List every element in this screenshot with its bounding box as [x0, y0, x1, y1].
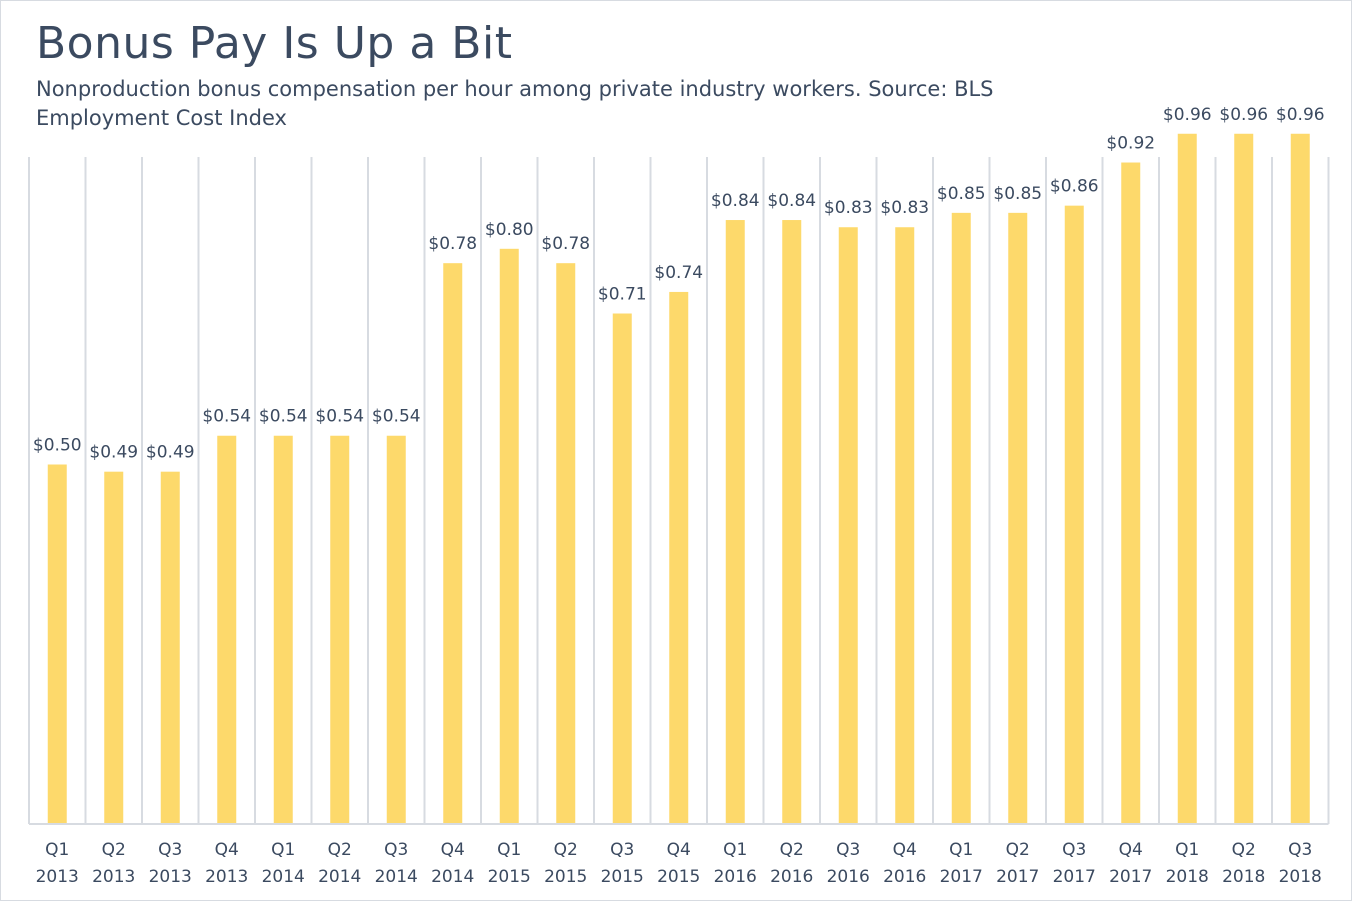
tick-label-year: 2015: [601, 867, 644, 887]
bar: [951, 212, 971, 825]
tick-label-quarter: Q2: [554, 840, 578, 860]
tick-label-year: 2014: [262, 867, 305, 887]
tick-label-year: 2014: [318, 867, 361, 887]
tick-label-quarter: Q4: [667, 840, 691, 860]
data-label: $0.78: [428, 234, 477, 254]
data-label: $0.54: [202, 407, 251, 427]
bar: [669, 291, 689, 824]
bar: [1234, 133, 1254, 824]
bar: [499, 248, 519, 825]
bar: [1290, 133, 1310, 824]
tick-label-year: 2017: [1053, 867, 1096, 887]
bar: [1008, 212, 1028, 825]
tick-label-year: 2017: [996, 867, 1039, 887]
tick-label-quarter: Q3: [158, 840, 182, 860]
data-label: $0.83: [880, 198, 929, 218]
bar: [725, 220, 745, 825]
tick-label-quarter: Q2: [328, 840, 352, 860]
tick-label-year: 2015: [488, 867, 531, 887]
tick-label-year: 2013: [205, 867, 248, 887]
tick-label-quarter: Q2: [1232, 840, 1256, 860]
tick-label-year: 2014: [375, 867, 418, 887]
tick-label-year: 2014: [431, 867, 474, 887]
tick-label-year: 2018: [1279, 867, 1322, 887]
data-label: $0.74: [654, 263, 703, 283]
value-labels: $0.50 $0.49 $0.49 $0.54 $0.54 $0.54 $0.54 $0.78…: [33, 105, 1325, 463]
data-label: $0.54: [259, 407, 308, 427]
bar: [47, 464, 67, 824]
data-label: $0.92: [1106, 134, 1155, 154]
tick-label-year: 2016: [714, 867, 757, 887]
tick-label-quarter: Q4: [1119, 840, 1143, 860]
bar: [612, 313, 632, 824]
data-label: $0.49: [89, 443, 138, 463]
tick-label-year: 2017: [1109, 867, 1152, 887]
tick-label-year: 2013: [92, 867, 135, 887]
tick-label-year: 2016: [883, 867, 926, 887]
data-label: $0.86: [1050, 177, 1099, 197]
tick-label-quarter: Q1: [497, 840, 521, 860]
data-label: $0.54: [372, 407, 421, 427]
bar: [386, 435, 406, 824]
bar: [838, 227, 858, 825]
tick-label-quarter: Q3: [1288, 840, 1312, 860]
bar: [1121, 162, 1141, 824]
bar: [273, 435, 293, 824]
tick-label-year: 2013: [149, 867, 192, 887]
chart-gridlines: [28, 157, 1330, 824]
tick-label-year: 2016: [827, 867, 870, 887]
data-label: $0.84: [767, 191, 816, 211]
bar: [1177, 133, 1197, 824]
tick-label-year: 2018: [1166, 867, 1209, 887]
tick-label-quarter: Q4: [441, 840, 465, 860]
data-label: $0.85: [993, 184, 1042, 204]
data-label: $0.71: [598, 285, 647, 305]
tick-label-quarter: Q3: [836, 840, 860, 860]
bar: [556, 263, 576, 824]
bar: [217, 435, 237, 824]
bar: [443, 263, 463, 824]
tick-label-quarter: Q4: [215, 840, 239, 860]
bar: [104, 471, 124, 824]
x-tick-labels: Q1 2013 Q2 2013 Q3 2013 Q4 2013 Q1 2014 Q2 2014 Q3 20…: [36, 840, 1322, 887]
bar: [330, 435, 350, 824]
tick-label-quarter: Q2: [780, 840, 804, 860]
tick-label-quarter: Q3: [384, 840, 408, 860]
tick-label-quarter: Q3: [1062, 840, 1086, 860]
bar: [1064, 205, 1084, 824]
tick-label-quarter: Q4: [893, 840, 917, 860]
tick-label-year: 2015: [544, 867, 587, 887]
data-label: $0.78: [541, 234, 590, 254]
data-label: $0.83: [824, 198, 873, 218]
tick-label-quarter: Q1: [949, 840, 973, 860]
data-label: $0.49: [146, 443, 195, 463]
bar: [895, 227, 915, 825]
data-label: $0.50: [33, 436, 82, 456]
data-label: $0.96: [1276, 105, 1325, 125]
tick-label-quarter: Q2: [102, 840, 126, 860]
tick-label-year: 2016: [770, 867, 813, 887]
chart-subtitle: Nonproduction bonus compensation per hou…: [36, 77, 994, 130]
tick-label-year: 2013: [36, 867, 79, 887]
bar: [782, 220, 802, 825]
tick-label-quarter: Q1: [271, 840, 295, 860]
data-label: $0.85: [937, 184, 986, 204]
data-label: $0.54: [315, 407, 364, 427]
chart-bars: [47, 133, 1310, 825]
tick-label-quarter: Q1: [45, 840, 69, 860]
chart-title: Bonus Pay Is Up a Bit: [36, 18, 513, 69]
data-label: $0.96: [1163, 105, 1212, 125]
tick-label-year: 2018: [1222, 867, 1265, 887]
tick-label-quarter: Q3: [610, 840, 634, 860]
tick-label-year: 2015: [657, 867, 700, 887]
tick-label-year: 2017: [940, 867, 983, 887]
bar: [160, 471, 180, 824]
tick-label-quarter: Q1: [1175, 840, 1199, 860]
tick-label-quarter: Q2: [1006, 840, 1030, 860]
data-label: $0.80: [485, 220, 534, 240]
data-label: $0.96: [1219, 105, 1268, 125]
data-label: $0.84: [711, 191, 760, 211]
tick-label-quarter: Q1: [723, 840, 747, 860]
